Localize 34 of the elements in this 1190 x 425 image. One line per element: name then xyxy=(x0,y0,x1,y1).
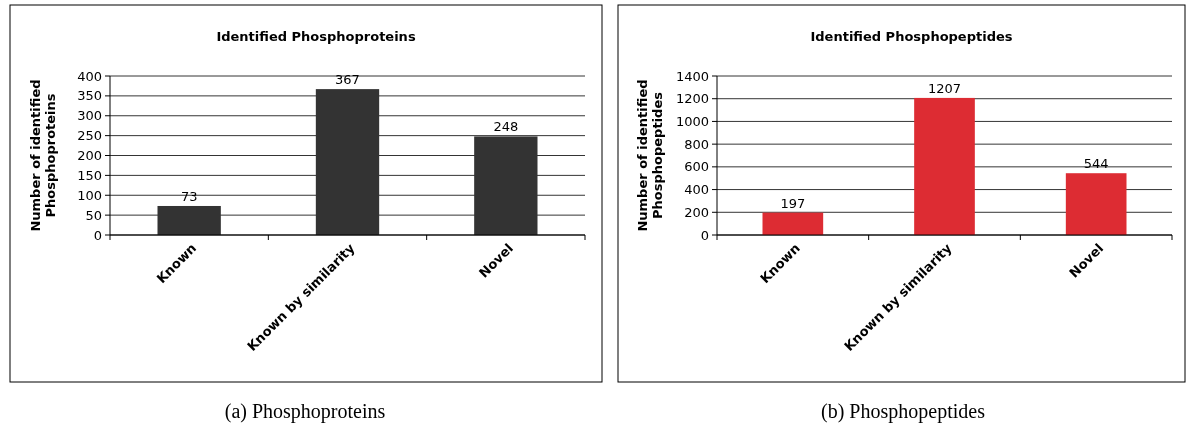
y-tick-label: 0 xyxy=(700,227,709,243)
chart-title: Identified Phosphoproteins xyxy=(216,29,416,44)
bar xyxy=(157,205,221,235)
data-label: 197 xyxy=(780,195,806,211)
y-tick-label: 800 xyxy=(684,136,709,152)
bar xyxy=(1065,173,1127,235)
y-axis-title: Number of identified Phosphoproteins xyxy=(28,79,58,232)
y-tick-label: 0 xyxy=(93,227,102,243)
chart-title: Identified Phosphopeptides xyxy=(810,29,1013,44)
data-label: 248 xyxy=(493,119,519,135)
bar xyxy=(474,136,538,235)
y-tick-label: 50 xyxy=(85,207,102,223)
data-label: 367 xyxy=(335,72,360,88)
y-tick-label: 1200 xyxy=(675,91,709,107)
y-tick-label: 600 xyxy=(684,159,709,175)
y-axis-title: Number of identified Phosphopeptides xyxy=(635,79,665,232)
y-tick-label: 1400 xyxy=(675,68,709,84)
y-tick-label: 250 xyxy=(77,128,102,144)
bar xyxy=(914,97,975,235)
y-tick-label: 200 xyxy=(684,204,709,220)
y-tick-label: 400 xyxy=(77,68,102,84)
bar xyxy=(315,89,380,235)
y-tick-label: 300 xyxy=(77,108,102,124)
data-label: 544 xyxy=(1083,156,1109,172)
y-tick-label: 350 xyxy=(77,88,102,104)
text: (b) Phosphopeptides xyxy=(821,400,986,423)
text: (a) Phosphoproteins xyxy=(224,400,386,423)
y-tick-label: 400 xyxy=(684,182,709,198)
data-label: 1207 xyxy=(927,80,962,96)
bar xyxy=(762,212,824,235)
y-tick-label: 150 xyxy=(77,167,102,183)
y-tick-label: 200 xyxy=(77,148,102,164)
y-tick-label: 100 xyxy=(77,187,102,203)
y-tick-label: 1000 xyxy=(675,113,709,129)
